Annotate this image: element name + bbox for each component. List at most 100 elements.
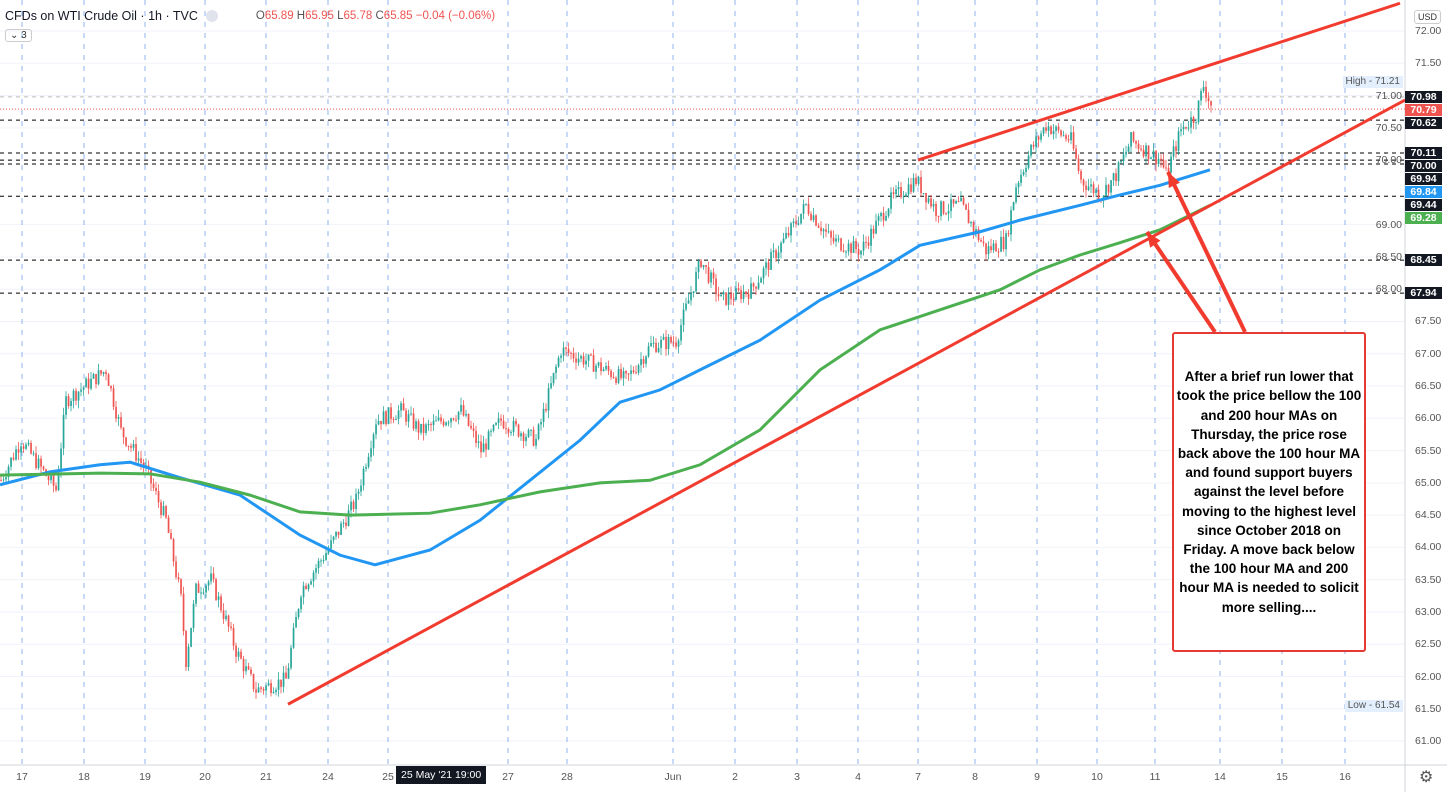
- candle-body: [815, 215, 817, 226]
- candle-body: [400, 403, 402, 411]
- price-level-badge: 69.84: [1405, 185, 1442, 198]
- candle-body: [607, 365, 610, 371]
- candle-body: [295, 616, 297, 628]
- candle-body: [635, 372, 637, 374]
- candle-body: [550, 383, 552, 389]
- candle-body: [1007, 233, 1010, 235]
- candle-body: [647, 346, 650, 357]
- candle-body: [990, 246, 992, 251]
- candle-body: [667, 336, 670, 350]
- candle-body: [117, 417, 120, 419]
- candle-body: [875, 220, 877, 234]
- candle-body: [297, 609, 300, 617]
- candle-body: [987, 246, 990, 255]
- candle-body: [715, 278, 717, 295]
- time-tick-label: 4: [855, 771, 861, 783]
- candle-body: [335, 531, 337, 537]
- candle-body: [757, 282, 760, 289]
- candle-body: [890, 192, 892, 209]
- candle-body: [455, 419, 457, 421]
- price-tick-label: 71.00: [1375, 89, 1402, 102]
- candle-body: [530, 429, 532, 431]
- candle-body: [907, 184, 910, 195]
- candle-body: [1125, 151, 1127, 155]
- candle-body: [947, 211, 950, 214]
- candle-body: [682, 309, 685, 326]
- candle-body: [290, 647, 292, 668]
- candle-body: [185, 631, 187, 668]
- candle-body: [382, 411, 385, 425]
- candle-body: [257, 687, 260, 693]
- candle-body: [792, 221, 795, 224]
- candle-body: [270, 683, 272, 693]
- candle-body: [837, 238, 840, 240]
- candle-body: [352, 501, 355, 510]
- candle-body: [175, 561, 177, 578]
- candle-body: [392, 418, 395, 420]
- candle-body: [420, 423, 422, 433]
- candle-body: [1050, 126, 1052, 135]
- settings-gear-icon[interactable]: ⚙: [1419, 769, 1434, 786]
- candle-body: [135, 444, 137, 461]
- candle-body: [1165, 167, 1167, 169]
- candle-body: [302, 585, 305, 598]
- candle-body: [105, 371, 107, 375]
- symbol-title[interactable]: CFDs on WTI Crude Oil · 1h · TVC: [5, 9, 198, 23]
- candle-body: [262, 688, 265, 691]
- candle-body: [322, 560, 325, 562]
- candle-body: [355, 493, 357, 510]
- candle-body: [750, 283, 752, 299]
- candle-body: [375, 424, 377, 435]
- candle-body: [827, 231, 830, 233]
- candle-body: [655, 342, 657, 353]
- candle-body: [672, 342, 675, 344]
- currency-button[interactable]: USD: [1414, 10, 1442, 24]
- candle-body: [902, 196, 905, 198]
- candle-body: [832, 237, 835, 242]
- indicators-toggle-button[interactable]: ⌄ 3: [5, 29, 32, 42]
- candle-body: [60, 448, 62, 472]
- candle-body: [777, 252, 780, 259]
- candle-body: [487, 431, 490, 450]
- candle-body: [485, 443, 487, 450]
- candle-body: [30, 442, 32, 454]
- candle-body: [722, 292, 725, 295]
- annotation-arrow: [1166, 171, 1247, 333]
- candle-body: [32, 453, 35, 455]
- candle-body: [265, 685, 267, 691]
- candle-body: [47, 476, 50, 481]
- candle-body: [1072, 132, 1075, 149]
- candle-body: [1002, 236, 1005, 250]
- candle-body: [90, 378, 92, 389]
- candle-body: [1182, 126, 1185, 130]
- candle-body: [305, 585, 307, 590]
- candle-body: [317, 560, 320, 569]
- candle-body: [795, 221, 797, 224]
- candle-body: [1052, 130, 1055, 135]
- time-tick-label: Jun: [664, 771, 682, 783]
- time-tick-label: 18: [78, 771, 90, 783]
- candle-body: [450, 418, 452, 423]
- candle-body: [260, 687, 262, 689]
- candle-body: [697, 260, 700, 272]
- candle-body: [215, 579, 217, 600]
- candle-body: [462, 405, 465, 416]
- candle-body: [2, 479, 5, 481]
- candle-body: [1185, 126, 1187, 129]
- candle-body: [180, 579, 182, 594]
- candle-body: [1197, 100, 1200, 123]
- candle-body: [395, 419, 397, 421]
- candle-body: [470, 425, 472, 429]
- candle-body: [55, 485, 57, 491]
- candle-body: [1012, 202, 1015, 211]
- candle-body: [497, 418, 500, 423]
- candle-body: [627, 373, 630, 375]
- candle-body: [1070, 132, 1072, 141]
- time-tick-label: 20: [199, 771, 211, 783]
- candle-body: [225, 615, 227, 620]
- candle-body: [780, 242, 782, 253]
- candle-body: [427, 424, 430, 426]
- candle-body: [100, 370, 102, 374]
- candle-body: [390, 407, 392, 419]
